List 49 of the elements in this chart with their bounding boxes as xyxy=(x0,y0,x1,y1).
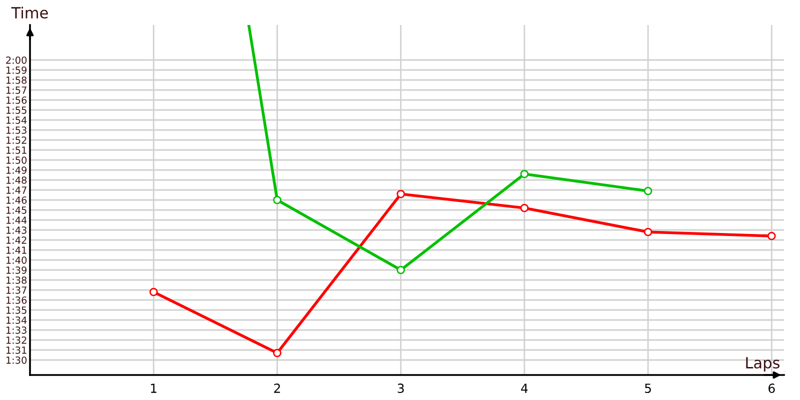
y-tick-label: 1:50 xyxy=(6,156,27,164)
point xyxy=(644,228,652,236)
point xyxy=(396,266,405,274)
point xyxy=(273,196,282,204)
x-tick-label: 6 xyxy=(768,384,775,394)
y-tick-label: 1:46 xyxy=(6,196,27,204)
y-tick-label: 1:43 xyxy=(6,226,26,234)
y-tick-label: 1:59 xyxy=(6,66,27,74)
y-tick-label: 1:37 xyxy=(6,286,26,294)
y-tick-label: 1:40 xyxy=(6,256,27,264)
y-tick-label: 1:48 xyxy=(6,176,27,184)
y-tick-label: 1:31 xyxy=(6,346,26,354)
y-tick-label: 1:38 xyxy=(6,276,27,284)
y-tick-label: 1:55 xyxy=(6,106,26,114)
point xyxy=(520,204,529,212)
y-tick-label: 1:52 xyxy=(6,136,26,144)
y-tick-label: 1:39 xyxy=(6,266,27,274)
x-tick-label: 2 xyxy=(274,384,280,393)
y-tick-label: 1:49 xyxy=(6,166,27,174)
y-tick-label: 1:45 xyxy=(6,206,26,214)
y-tick-label: 1:33 xyxy=(6,326,26,334)
point xyxy=(396,190,405,198)
y-tick-label: 1:53 xyxy=(6,126,26,134)
y-tick-label: 1:44 xyxy=(6,216,27,224)
x-tick-label: 5 xyxy=(645,384,651,394)
y-tick-label: 1:35 xyxy=(6,306,26,314)
point xyxy=(644,186,652,196)
y-tick-label: 1:32 xyxy=(6,336,26,344)
y-tick-label: 1:41 xyxy=(6,246,26,254)
x-axis-title: Laps xyxy=(746,357,780,372)
point xyxy=(767,232,776,240)
y-tick-label: 1:57 xyxy=(6,86,26,94)
y-tick-label: 1:42 xyxy=(6,236,26,244)
y-tick-label: 1:47 xyxy=(6,186,26,194)
point xyxy=(149,288,158,296)
x-tick-label: 1 xyxy=(151,384,156,393)
y-tick-label: 1:36 xyxy=(6,296,27,304)
y-tick-label: 1:34 xyxy=(6,316,27,324)
y-axis-title: Time xyxy=(11,6,48,19)
x-tick-label: 3 xyxy=(398,384,404,394)
y-tick-label: 1:54 xyxy=(6,116,27,124)
y-tick-label: 1:56 xyxy=(6,96,27,104)
point xyxy=(520,170,529,178)
x-tick-label: 4 xyxy=(521,384,528,393)
y-tick-label: 1:51 xyxy=(6,146,26,154)
point xyxy=(273,348,282,358)
y-tick-label: 1:58 xyxy=(6,76,27,84)
y-tick-label: 1:30 xyxy=(6,356,27,364)
y-tick-label: 2:00 xyxy=(6,56,27,64)
